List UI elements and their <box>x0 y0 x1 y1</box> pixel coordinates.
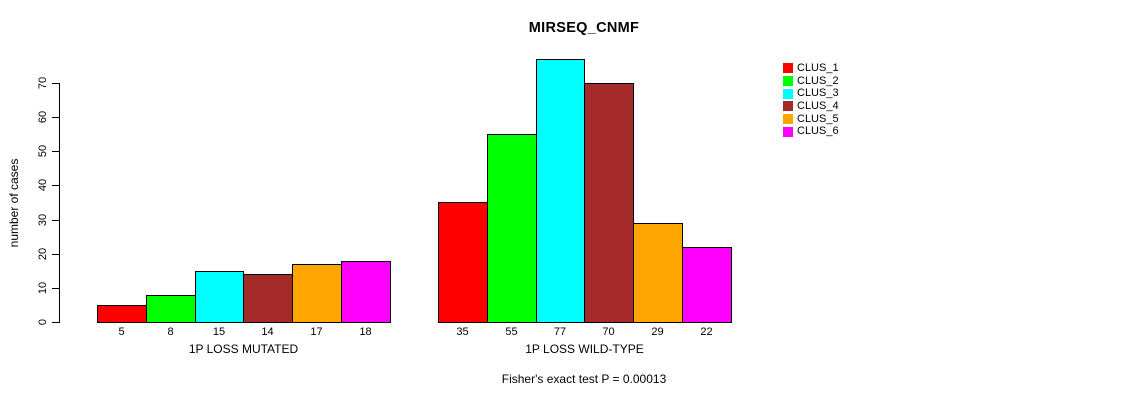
legend-item-clus_1: CLUS_1 <box>783 62 839 75</box>
legend-item-clus_4: CLUS_4 <box>783 100 839 113</box>
legend-item-clus_6: CLUS_6 <box>783 125 839 138</box>
bar-value-label: 70 <box>602 326 615 338</box>
legend-item-clus_5: CLUS_5 <box>783 113 839 126</box>
bar-clus_1 <box>97 305 147 323</box>
legend-label: CLUS_1 <box>797 62 839 74</box>
group-label: 1P LOSS MUTATED <box>188 342 299 356</box>
bar-value-label: 35 <box>456 326 469 338</box>
bar-value-label: 8 <box>167 326 174 338</box>
legend-swatch-icon <box>783 88 793 99</box>
bar-clus_6 <box>682 247 732 323</box>
y-tick-label: 40 <box>37 178 49 192</box>
bar-value-label: 77 <box>553 326 567 338</box>
bar-clus_4 <box>243 274 293 323</box>
legend-swatch-icon <box>783 126 793 137</box>
y-tick-mark <box>52 151 59 152</box>
y-tick-mark <box>52 288 59 289</box>
bar-value-label: 14 <box>261 326 274 338</box>
y-tick-label: 50 <box>37 144 49 158</box>
y-tick-mark <box>52 322 59 323</box>
bar-clus_5 <box>292 264 342 323</box>
y-tick-mark <box>52 220 59 221</box>
legend-swatch-icon <box>783 114 793 125</box>
legend: CLUS_1 CLUS_2 CLUS_3 CLUS_4 CLUS_5 CLUS_6 <box>783 62 839 138</box>
legend-label: CLUS_5 <box>797 112 839 125</box>
bar-clus_5 <box>633 223 683 323</box>
legend-label: CLUS_3 <box>797 87 839 100</box>
bar-value-label: 55 <box>505 326 518 338</box>
group-label: 1P LOSS WILD-TYPE <box>525 342 644 356</box>
legend-item-clus_3: CLUS_3 <box>783 87 839 100</box>
bar-clus_6 <box>341 261 391 323</box>
legend-swatch-icon <box>783 76 793 87</box>
legend-label: CLUS_6 <box>797 125 839 138</box>
chart-title: MIRSEQ_CNMF <box>528 20 640 36</box>
legend-label: CLUS_2 <box>797 74 839 87</box>
bar-value-label: 5 <box>118 326 125 338</box>
legend-swatch-icon <box>783 101 793 112</box>
y-tick-label: 30 <box>37 213 49 227</box>
bar-clus_3 <box>195 271 244 323</box>
bar-clus_2 <box>146 295 196 323</box>
bar-clus_2 <box>487 134 537 323</box>
y-tick-mark <box>52 254 59 255</box>
legend-label: CLUS_4 <box>797 100 839 113</box>
legend-swatch-icon <box>783 63 793 74</box>
bar-value-label: 15 <box>212 326 226 338</box>
y-tick-mark <box>52 83 59 84</box>
annotation-fisher-test: Fisher's exact test P = 0.00013 <box>501 372 667 386</box>
bar-value-label: 18 <box>359 326 372 338</box>
y-tick-label: 0 <box>37 318 49 326</box>
bar-value-label: 29 <box>651 326 664 338</box>
y-tick-label: 60 <box>37 110 49 124</box>
y-axis-label: number of cases <box>7 158 21 248</box>
y-tick-label: 20 <box>37 247 49 261</box>
legend-item-clus_2: CLUS_2 <box>783 75 839 88</box>
y-tick-mark <box>52 117 59 118</box>
y-axis-line <box>59 83 60 323</box>
y-tick-label: 70 <box>37 76 49 90</box>
y-tick-mark <box>52 185 59 186</box>
bar-clus_4 <box>584 83 634 323</box>
bar-clus_1 <box>438 202 488 323</box>
y-tick-label: 10 <box>37 281 49 295</box>
bar-value-label: 22 <box>700 326 713 338</box>
bar-value-label: 17 <box>310 326 323 338</box>
bar-clus_3 <box>536 59 585 323</box>
